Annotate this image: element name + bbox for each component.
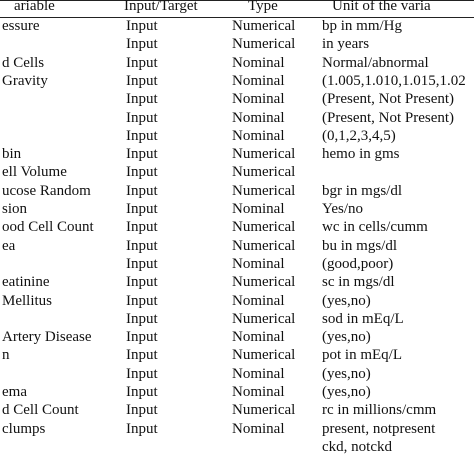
input-target-cell: Input — [126, 384, 158, 400]
unit-cell: Yes/no — [322, 201, 363, 217]
unit-cell: (Present, Not Present) — [322, 109, 455, 126]
variable-cell: n — [2, 347, 10, 364]
input-target-cell: Input — [126, 329, 158, 346]
input-target-cell: Input — [126, 402, 158, 419]
variable-cell: Artery Disease — [2, 329, 92, 346]
unit-cell: rc in millions/cmm — [322, 402, 437, 419]
input-target-cell: Input — [126, 18, 158, 34]
variable-cell: ell Volume — [2, 164, 67, 181]
unit-cell: Normal/abnormal — [322, 54, 429, 71]
input-target-cell: Input — [126, 54, 158, 71]
unit-cell: (yes,no) — [322, 292, 371, 309]
variable-cell: ucose Random — [2, 182, 91, 199]
variable-cell: bin — [2, 146, 22, 163]
unit-cell: bgr in mgs/dl — [322, 182, 403, 199]
type-cell: Numerical — [232, 146, 296, 163]
variable-cell: ema — [2, 384, 27, 400]
type-cell: Numerical — [232, 237, 296, 254]
unit-cell: (good,poor) — [322, 255, 394, 272]
type-cell: Nominal — [232, 384, 285, 400]
type-cell: Nominal — [232, 201, 285, 217]
variable-cell: sion — [2, 201, 28, 217]
unit-cell: sc in mgs/dl — [322, 274, 395, 291]
variable-cell: Mellitus — [2, 292, 53, 309]
unit-cell: pot in mEq/L — [322, 347, 402, 364]
type-cell: Nominal — [232, 292, 285, 309]
unit-cell: wc in cells/cumm — [322, 219, 428, 236]
unit-cell: (0,1,2,3,4,5) — [322, 127, 396, 144]
input-target-cell: Input — [126, 292, 158, 309]
input-target-cell: Input — [126, 164, 158, 181]
unit-cell: (yes,no) — [322, 329, 371, 346]
variable-cell: ood Cell Count — [2, 219, 94, 236]
type-cell: Nominal — [232, 54, 285, 71]
variable-cell: Gravity — [2, 72, 48, 89]
unit-cell: sod in mEq/L — [322, 310, 404, 327]
input-target-cell: Input — [126, 347, 158, 364]
header-cell: Input/Target — [124, 0, 198, 14]
type-cell: Nominal — [232, 91, 285, 108]
input-target-cell: Input — [126, 237, 158, 254]
type-cell: Numerical — [232, 164, 296, 181]
unit-cell: ckd, notckd — [322, 438, 392, 455]
input-target-cell: Input — [126, 127, 158, 144]
input-target-cell: Input — [126, 182, 158, 199]
type-cell: Numerical — [232, 182, 296, 199]
unit-cell: hemo in gms — [322, 146, 400, 163]
unit-cell: in years — [322, 36, 370, 53]
variable-cell: ea — [2, 237, 16, 254]
type-cell: Nominal — [232, 420, 285, 437]
type-cell: Numerical — [232, 402, 296, 419]
variable-cell: clumps — [2, 420, 46, 437]
variable-cell: d Cells — [2, 54, 45, 71]
input-target-cell: Input — [126, 274, 158, 291]
input-target-cell: Input — [126, 219, 158, 236]
unit-cell: bp in mm/Hg — [322, 18, 403, 34]
header-cell: ariable — [14, 0, 55, 14]
unit-cell: present, notpresent — [322, 420, 436, 437]
type-cell: Nominal — [232, 109, 285, 126]
header-cell: Type — [248, 0, 278, 14]
type-cell: Nominal — [232, 255, 285, 272]
type-cell: Numerical — [232, 18, 296, 34]
variable-cell: d Cell Count — [2, 402, 79, 419]
variable-cell: essure — [2, 18, 40, 34]
input-target-cell: Input — [126, 72, 158, 89]
input-target-cell: Input — [126, 146, 158, 163]
type-cell: Numerical — [232, 274, 296, 291]
unit-cell: (yes,no) — [322, 365, 371, 382]
input-target-cell: Input — [126, 201, 158, 217]
type-cell: Nominal — [232, 72, 285, 89]
unit-cell: (Present, Not Present) — [322, 91, 455, 108]
unit-cell: (1.005,1.010,1.015,1.02 — [322, 72, 466, 89]
input-target-cell: Input — [126, 109, 158, 126]
unit-cell: bu in mgs/dl — [322, 237, 398, 254]
type-cell: Nominal — [232, 365, 285, 382]
type-cell: Nominal — [232, 329, 285, 346]
type-cell: Nominal — [232, 127, 285, 144]
input-target-cell: Input — [126, 91, 158, 108]
type-cell: Numerical — [232, 219, 296, 236]
type-cell: Numerical — [232, 36, 296, 53]
header-cell: Unit of the varia — [332, 0, 431, 14]
input-target-cell: Input — [126, 36, 158, 53]
variable-cell: eatinine — [2, 274, 50, 291]
type-cell: Numerical — [232, 310, 296, 327]
input-target-cell: Input — [126, 420, 158, 437]
header-rule — [0, 17, 474, 18]
type-cell: Numerical — [232, 347, 296, 364]
input-target-cell: Input — [126, 255, 158, 272]
input-target-cell: Input — [126, 365, 158, 382]
unit-cell: (yes,no) — [322, 384, 371, 400]
top-rule — [0, 0, 474, 1]
input-target-cell: Input — [126, 310, 158, 327]
